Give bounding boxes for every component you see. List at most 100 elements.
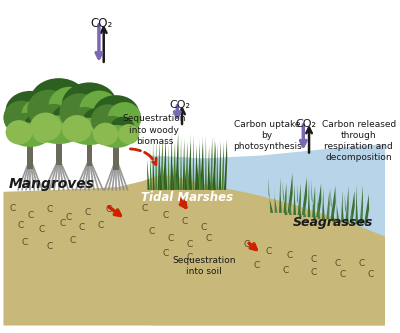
FancyBboxPatch shape [56, 120, 62, 165]
Text: C: C [46, 205, 52, 214]
Ellipse shape [51, 105, 82, 137]
Polygon shape [200, 134, 202, 190]
Text: C: C [358, 259, 365, 268]
Text: CO₂: CO₂ [296, 119, 317, 129]
Text: C: C [311, 268, 317, 277]
Polygon shape [168, 145, 170, 190]
Polygon shape [175, 144, 177, 190]
Polygon shape [178, 142, 180, 190]
Text: C: C [27, 211, 33, 220]
Polygon shape [147, 139, 150, 190]
Ellipse shape [62, 82, 117, 126]
Ellipse shape [93, 123, 118, 146]
Polygon shape [175, 133, 178, 190]
Polygon shape [214, 136, 216, 190]
Polygon shape [326, 190, 330, 219]
Text: C: C [287, 251, 293, 260]
Polygon shape [219, 141, 221, 190]
Ellipse shape [97, 116, 127, 143]
Ellipse shape [30, 113, 62, 141]
Ellipse shape [108, 102, 141, 134]
Ellipse shape [21, 98, 57, 132]
Polygon shape [185, 141, 188, 190]
Polygon shape [210, 137, 212, 190]
FancyBboxPatch shape [27, 127, 33, 169]
Text: C: C [98, 221, 104, 230]
Polygon shape [211, 146, 213, 190]
Text: C: C [69, 236, 75, 245]
Polygon shape [163, 141, 166, 190]
Text: C: C [46, 242, 52, 251]
Ellipse shape [92, 117, 117, 141]
Text: C: C [65, 213, 72, 222]
Text: C: C [368, 270, 374, 279]
Polygon shape [351, 194, 354, 224]
Text: C: C [79, 223, 85, 232]
Ellipse shape [93, 95, 139, 132]
Polygon shape [172, 143, 174, 190]
Polygon shape [160, 138, 163, 190]
Polygon shape [216, 143, 218, 190]
Polygon shape [150, 137, 152, 190]
Ellipse shape [67, 107, 102, 140]
Text: C: C [60, 219, 66, 228]
Text: C: C [142, 203, 148, 212]
Polygon shape [341, 190, 344, 222]
Ellipse shape [67, 118, 112, 145]
Ellipse shape [6, 120, 32, 145]
Text: Tidal Marshes: Tidal Marshes [141, 191, 233, 204]
Text: C: C [266, 246, 272, 255]
Polygon shape [279, 177, 282, 213]
Polygon shape [364, 194, 369, 224]
Polygon shape [202, 134, 204, 190]
Polygon shape [162, 142, 165, 190]
Text: C: C [253, 261, 260, 270]
Polygon shape [297, 184, 302, 217]
Text: C: C [206, 234, 212, 243]
Text: Carbon released
through
respiration and
decomposition: Carbon released through respiration and … [322, 120, 396, 163]
Polygon shape [221, 143, 224, 190]
Ellipse shape [62, 114, 88, 140]
Text: C: C [168, 234, 174, 243]
Ellipse shape [80, 91, 119, 129]
FancyArrowPatch shape [130, 149, 156, 165]
Ellipse shape [62, 115, 92, 142]
Polygon shape [289, 183, 292, 215]
Text: C: C [38, 224, 45, 233]
Polygon shape [330, 186, 335, 222]
Polygon shape [274, 180, 278, 213]
Polygon shape [195, 144, 197, 190]
Polygon shape [317, 184, 320, 219]
Polygon shape [152, 144, 386, 325]
Text: C: C [311, 255, 317, 264]
Text: C: C [186, 253, 193, 262]
Ellipse shape [24, 114, 50, 141]
Text: C: C [105, 205, 112, 214]
Ellipse shape [118, 124, 139, 144]
Polygon shape [350, 191, 355, 222]
Text: Mangroves: Mangroves [8, 177, 94, 191]
Ellipse shape [91, 104, 124, 137]
Polygon shape [224, 140, 227, 190]
Polygon shape [188, 142, 191, 190]
Polygon shape [4, 174, 386, 325]
Polygon shape [182, 139, 185, 190]
Polygon shape [302, 177, 307, 215]
Polygon shape [198, 143, 200, 190]
FancyBboxPatch shape [113, 129, 119, 170]
Ellipse shape [30, 78, 88, 124]
Text: C: C [282, 266, 288, 275]
Polygon shape [200, 142, 203, 190]
Ellipse shape [82, 108, 112, 139]
Polygon shape [192, 134, 194, 190]
Polygon shape [184, 145, 187, 190]
Text: C: C [201, 223, 207, 232]
FancyBboxPatch shape [86, 122, 92, 166]
Ellipse shape [3, 101, 39, 135]
Polygon shape [345, 186, 349, 222]
Polygon shape [316, 183, 321, 217]
Polygon shape [283, 181, 288, 215]
Polygon shape [356, 184, 358, 224]
Text: CO₂: CO₂ [91, 17, 113, 30]
Text: C: C [163, 211, 169, 220]
